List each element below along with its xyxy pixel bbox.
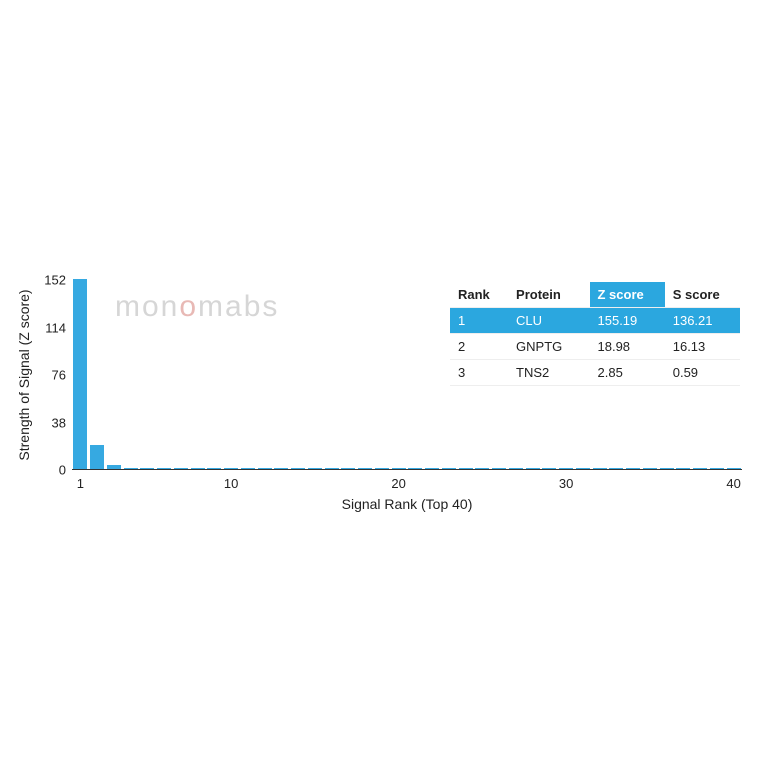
bar (174, 468, 188, 469)
bar (392, 468, 406, 469)
bar (559, 468, 573, 469)
table-row: 2GNPTG18.9816.13 (450, 334, 740, 360)
bar (408, 468, 422, 469)
bar (509, 468, 523, 469)
bar (124, 468, 138, 469)
bar (224, 468, 238, 469)
x-tick: 30 (559, 470, 573, 491)
table-cell: 155.19 (590, 308, 665, 334)
table-cell: TNS2 (508, 360, 589, 386)
bar (241, 468, 255, 469)
x-tick: 40 (726, 470, 740, 491)
x-axis-label: Signal Rank (Top 40) (342, 496, 473, 512)
bar (459, 468, 473, 469)
y-tick: 76 (52, 368, 72, 383)
bar (358, 468, 372, 469)
bar (710, 468, 724, 469)
table-cell: GNPTG (508, 334, 589, 360)
results-table: RankProteinZ scoreS score 1CLU155.19136.… (450, 282, 740, 386)
bar (609, 468, 623, 469)
bar (576, 468, 590, 469)
table-header-row: RankProteinZ scoreS score (450, 282, 740, 308)
table-header-cell: Protein (508, 282, 589, 308)
bar (258, 468, 272, 469)
bar (693, 468, 707, 469)
y-axis-label: Strength of Signal (Z score) (16, 289, 32, 460)
bar (73, 279, 87, 469)
bar (727, 468, 741, 469)
bar (341, 468, 355, 469)
y-tick: 114 (45, 320, 72, 335)
bar (90, 445, 104, 469)
bar (643, 468, 657, 469)
bar (191, 468, 205, 469)
x-tick: 1 (77, 470, 84, 491)
bar (325, 468, 339, 469)
bar (375, 468, 389, 469)
table-row: 1CLU155.19136.21 (450, 308, 740, 334)
table-cell: 16.13 (665, 334, 740, 360)
bar (274, 468, 288, 469)
table-header-cell: S score (665, 282, 740, 308)
table-cell: 0.59 (665, 360, 740, 386)
bar (107, 465, 121, 469)
table-cell: 3 (450, 360, 508, 386)
bar (308, 468, 322, 469)
x-tick: 10 (224, 470, 238, 491)
bar (207, 468, 221, 469)
table-cell: 1 (450, 308, 508, 334)
y-tick: 0 (59, 463, 72, 478)
bar (676, 468, 690, 469)
bar (542, 468, 556, 469)
bar (492, 468, 506, 469)
y-tick: 152 (44, 273, 72, 288)
table-cell: 18.98 (590, 334, 665, 360)
bar (442, 468, 456, 469)
bar (593, 468, 607, 469)
bar (425, 468, 439, 469)
table-cell: CLU (508, 308, 589, 334)
bar (140, 468, 154, 469)
table-cell: 2.85 (590, 360, 665, 386)
bar (157, 468, 171, 469)
bar (660, 468, 674, 469)
table-cell: 136.21 (665, 308, 740, 334)
bar (626, 468, 640, 469)
table-cell: 2 (450, 334, 508, 360)
table-header-cell: Z score (590, 282, 665, 308)
bar (291, 468, 305, 469)
y-tick: 38 (52, 415, 72, 430)
x-tick: 20 (391, 470, 405, 491)
bar (475, 468, 489, 469)
bar (526, 468, 540, 469)
table-header-cell: Rank (450, 282, 508, 308)
table-row: 3TNS22.850.59 (450, 360, 740, 386)
